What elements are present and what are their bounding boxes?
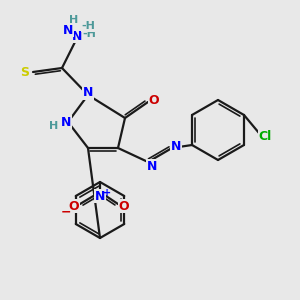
Text: S: S	[20, 65, 29, 79]
Text: N: N	[63, 23, 73, 37]
Text: O: O	[119, 200, 129, 212]
Text: N: N	[171, 140, 181, 152]
Text: H: H	[80, 23, 90, 33]
Text: Cl: Cl	[258, 130, 272, 143]
Text: H: H	[69, 15, 79, 25]
Text: N: N	[61, 116, 71, 128]
Text: -H: -H	[82, 29, 96, 39]
Text: +: +	[103, 188, 111, 198]
Text: O: O	[69, 200, 79, 212]
Text: H: H	[50, 121, 58, 131]
Text: N: N	[95, 190, 105, 202]
Text: N: N	[72, 29, 82, 43]
Text: −: −	[61, 206, 71, 218]
Text: N: N	[83, 86, 93, 100]
Text: -H: -H	[81, 21, 95, 31]
Text: N: N	[147, 160, 157, 172]
Text: O: O	[149, 94, 159, 106]
